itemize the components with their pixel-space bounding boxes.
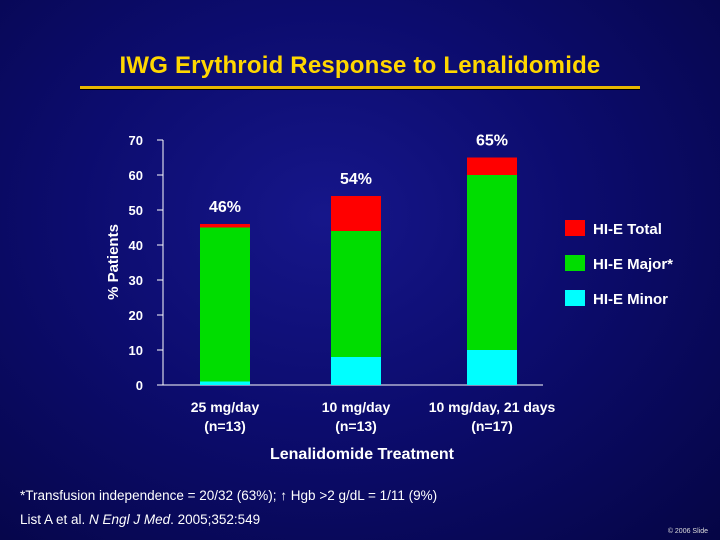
legend-swatch (565, 290, 585, 306)
category-n-label: (n=17) (471, 418, 513, 434)
y-tick-label: 40 (129, 238, 143, 253)
bar-segment (467, 175, 517, 350)
y-tick-label: 30 (129, 273, 143, 288)
copyright-text: © 2006 Slide (667, 528, 708, 535)
x-axis-title: Lenalidomide Treatment (270, 446, 455, 463)
y-tick-label: 20 (129, 308, 143, 323)
bar-segment (331, 231, 381, 357)
citation-journal: N Engl J Med (89, 512, 171, 527)
y-tick-label: 10 (129, 343, 143, 358)
citation: List A et al. N Engl J Med. 2005;352:549 (20, 512, 260, 527)
category-n-label: (n=13) (204, 418, 246, 434)
bar-segment (200, 224, 250, 228)
y-axis-title: % Patients (105, 224, 122, 300)
title-underline (80, 86, 640, 90)
bar-segment (467, 350, 517, 385)
bar-total-label: 54% (340, 171, 372, 188)
category-label: 10 mg/day (322, 399, 391, 415)
y-tick-label: 60 (129, 168, 143, 183)
bar-segment (467, 157, 517, 175)
bar-segment (200, 381, 250, 385)
y-tick-label: 50 (129, 203, 143, 218)
category-n-label: (n=13) (335, 418, 377, 434)
legend-swatch (565, 255, 585, 271)
bar-segment (200, 227, 250, 382)
bar-segment (331, 196, 381, 231)
page-title: IWG Erythroid Response to Lenalidomide (119, 52, 601, 79)
bar-segment (331, 357, 381, 385)
category-label: 10 mg/day, 21 days (429, 399, 556, 415)
y-tick-label: 0 (136, 378, 143, 393)
footnote: *Transfusion independence = 20/32 (63%);… (20, 488, 438, 503)
legend-label: HI-E Minor (593, 291, 668, 308)
y-tick-label: 70 (129, 133, 143, 148)
legend-swatch (565, 220, 585, 236)
category-label: 25 mg/day (191, 399, 260, 415)
citation-details: . 2005;352:549 (170, 512, 261, 527)
bar-total-label: 65% (476, 133, 508, 150)
legend-label: HI-E Major* (593, 256, 673, 273)
legend-label: HI-E Total (593, 221, 662, 238)
citation-authors: List A et al. (20, 512, 90, 527)
bar-total-label: 46% (209, 199, 241, 216)
